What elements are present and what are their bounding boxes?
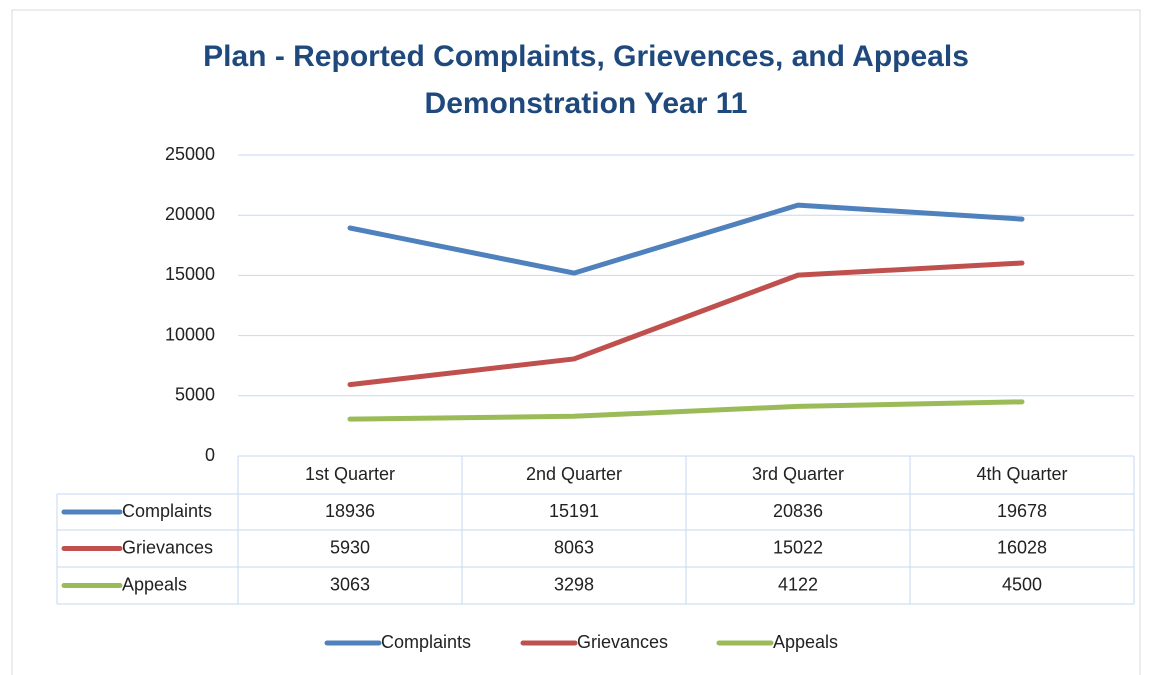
y-tick-label: 10000 xyxy=(165,324,215,344)
series-line xyxy=(347,399,1025,422)
chart-subtitle: Demonstration Year 11 xyxy=(425,87,748,120)
table-cell: 4500 xyxy=(1002,574,1042,594)
table-cell: 15022 xyxy=(773,537,823,557)
y-tick-label: 15000 xyxy=(165,264,215,284)
x-tick-label: 3rd Quarter xyxy=(752,464,844,484)
table-cell: 8063 xyxy=(554,537,594,557)
x-tick-label: 1st Quarter xyxy=(305,464,395,484)
table-row-label: Complaints xyxy=(122,501,212,521)
series-line xyxy=(347,260,1025,388)
x-tick-label: 4th Quarter xyxy=(976,464,1067,484)
legend-label: Grievances xyxy=(577,632,668,652)
table-cell: 3298 xyxy=(554,574,594,594)
y-tick-label: 20000 xyxy=(165,204,215,224)
chart-title: Plan - Reported Complaints, Grievences, … xyxy=(203,40,969,73)
series-line xyxy=(347,202,1025,276)
table-cell: 5930 xyxy=(330,537,370,557)
table-cell: 18936 xyxy=(325,501,375,521)
table-row-label: Appeals xyxy=(122,574,187,594)
table-cell: 15191 xyxy=(549,501,599,521)
y-tick-label: 5000 xyxy=(175,385,215,405)
table-cell: 3063 xyxy=(330,574,370,594)
legend-label: Complaints xyxy=(381,632,471,652)
legend-label: Appeals xyxy=(773,632,838,652)
y-tick-label: 25000 xyxy=(165,144,215,164)
table-cell: 16028 xyxy=(997,537,1047,557)
table-cell: 19678 xyxy=(997,501,1047,521)
chart-border xyxy=(11,9,1141,675)
table-cell: 4122 xyxy=(778,574,818,594)
table-cell: 20836 xyxy=(773,501,823,521)
table-row-label: Grievances xyxy=(122,537,213,557)
x-tick-label: 2nd Quarter xyxy=(526,464,622,484)
y-tick-label: 0 xyxy=(205,445,215,465)
